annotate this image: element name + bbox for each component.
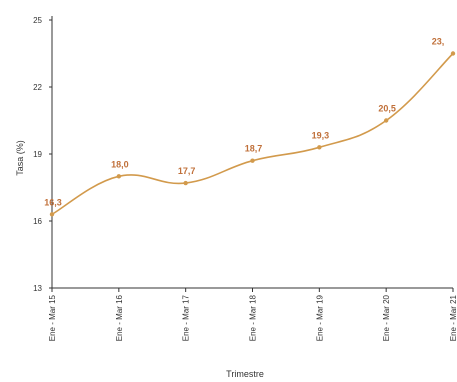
data-labels: 16,3 18,0 17,7 18,7 19,3 20,5 23, [44, 37, 444, 208]
data-point [49, 212, 55, 217]
data-label: 20,5 [378, 104, 396, 114]
x-tick-label: Ene - Mar 18 [249, 294, 258, 341]
y-tick-label: 16 [33, 217, 42, 226]
data-label: 17,7 [178, 166, 196, 176]
data-label: 16,3 [44, 197, 62, 207]
x-tick-label: Ene - Mar 20 [382, 294, 391, 341]
x-tick-label: Ene - Mar 17 [182, 294, 191, 341]
data-points [49, 51, 456, 217]
y-tick-label: 19 [33, 150, 42, 159]
y-tick-label: 22 [33, 83, 42, 92]
x-tick-label: Ene - Mar 16 [115, 294, 124, 341]
y-axis-title: Tasa (%) [15, 140, 25, 176]
series-line [51, 52, 454, 215]
x-tick-label: Ene - Mar 19 [315, 294, 324, 341]
y-tick-label: 25 [33, 16, 42, 25]
data-label: 23, [432, 37, 445, 47]
data-point [317, 145, 322, 150]
tick-labels: 13 16 19 22 25 Ene - Mar 15 Ene - Mar 16 Ene - … [33, 16, 457, 341]
data-point [450, 51, 456, 56]
x-tick-label: Ene - Mar 21 [449, 294, 457, 341]
x-axis-title: Trimestre [226, 369, 264, 379]
y-tick-label: 13 [33, 284, 42, 293]
data-point [250, 158, 255, 163]
data-point [183, 180, 188, 186]
data-point [383, 118, 389, 123]
data-label: 18,7 [245, 144, 263, 154]
data-label: 18,0 [111, 159, 129, 169]
data-label: 19,3 [312, 130, 330, 140]
x-tick-label: Ene - Mar 15 [48, 294, 57, 341]
data-point [116, 174, 122, 179]
